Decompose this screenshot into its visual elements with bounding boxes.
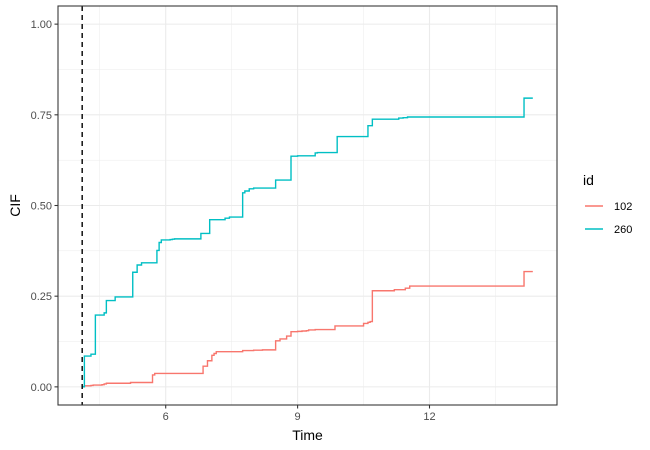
x-axis-ticks: 6 9 12 (163, 405, 436, 423)
legend-label-260: 260 (614, 224, 632, 236)
y-tick-label: 1.00 (31, 19, 52, 31)
y-tick-label: 0.50 (31, 201, 52, 213)
legend: id 102 260 (583, 172, 632, 236)
series-line-102 (82, 270, 533, 388)
y-tick-label: 0.75 (31, 110, 52, 122)
y-tick-label: 0.25 (31, 291, 52, 303)
x-tick-label: 9 (295, 411, 301, 423)
x-axis-label: Time (292, 427, 323, 443)
series-lines (82, 97, 533, 388)
x-tick-label: 6 (163, 411, 169, 423)
series-line-260 (82, 97, 533, 388)
legend-title: id (583, 172, 594, 188)
grid-lines (58, 6, 557, 405)
x-tick-label: 12 (423, 411, 435, 423)
y-axis-label: CIF (7, 194, 23, 217)
legend-label-102: 102 (614, 201, 632, 213)
y-tick-label: 0.00 (31, 382, 52, 394)
y-axis-ticks: 0.00 0.25 0.50 0.75 1.00 (31, 19, 58, 394)
